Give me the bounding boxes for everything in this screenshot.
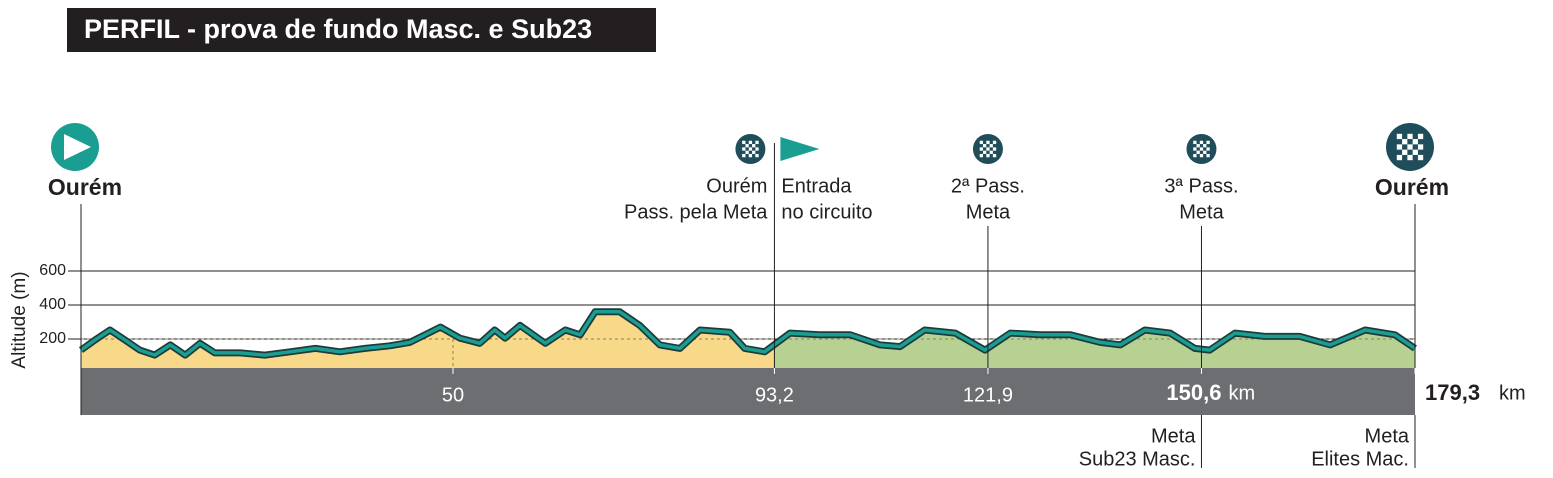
waypoint-label: no circuito xyxy=(781,201,872,223)
checker-square xyxy=(1402,149,1408,155)
waypoint-label: 2ª Pass. xyxy=(951,175,1025,197)
checker-square xyxy=(745,144,749,148)
checker-square xyxy=(1193,147,1197,151)
waypoint-label: Pass. pela Meta xyxy=(624,201,768,223)
checker-square xyxy=(1396,144,1403,150)
checker-square xyxy=(986,153,990,158)
finish-label: Meta xyxy=(1365,425,1410,447)
checker-square xyxy=(748,140,753,145)
y-tick-label: 200 xyxy=(39,330,66,347)
checker-square xyxy=(742,140,746,145)
checker-square xyxy=(989,150,993,154)
x-tick-label: 150,6 xyxy=(1166,380,1221,405)
checker-square xyxy=(1417,144,1424,150)
checker-square xyxy=(1396,154,1403,161)
checker-square xyxy=(1417,133,1424,140)
checker-square xyxy=(1407,144,1413,150)
x-unit: km xyxy=(1499,382,1526,404)
checker-square xyxy=(1199,140,1204,145)
checker-square xyxy=(755,140,759,145)
y-tick-label: 600 xyxy=(39,262,66,279)
checker-square xyxy=(1203,150,1207,154)
waypoint-label: Ourém xyxy=(706,175,767,197)
start-arrow xyxy=(64,134,91,160)
checker-square xyxy=(989,144,993,148)
checker-square xyxy=(982,144,987,148)
checker-square xyxy=(1407,154,1413,161)
title-background xyxy=(67,8,656,52)
checker-square xyxy=(1199,153,1204,158)
checker-square xyxy=(745,150,749,154)
checker-square xyxy=(748,147,753,151)
distance-band xyxy=(81,368,1415,415)
checker-square xyxy=(752,144,756,148)
checker-square xyxy=(979,147,983,151)
x-tick-label: 50 xyxy=(442,384,464,406)
checker-square xyxy=(1412,149,1418,155)
checker-square xyxy=(982,150,987,154)
checker-square xyxy=(742,153,746,158)
checker-square xyxy=(986,140,990,145)
checker-square xyxy=(1417,154,1424,161)
finish-label: Meta xyxy=(1151,425,1196,447)
chart-title: PERFIL - prova de fundo Masc. e Sub23 xyxy=(84,14,592,44)
checker-square xyxy=(1193,153,1197,158)
checker-square xyxy=(1196,150,1200,154)
checker-square xyxy=(1407,133,1413,140)
profile-line xyxy=(79,310,1416,357)
waypoint-label: 3ª Pass. xyxy=(1164,175,1238,197)
checker-square xyxy=(1206,147,1210,151)
checker-square xyxy=(752,150,756,154)
x-tick-label: 121,9 xyxy=(963,384,1013,406)
checker-square xyxy=(1203,144,1207,148)
area-fill xyxy=(81,311,775,368)
waypoint-label: Entrada xyxy=(781,175,852,197)
checker-square xyxy=(1396,133,1403,140)
finish-label: Sub23 Masc. xyxy=(1079,448,1196,470)
checker-square xyxy=(1402,139,1408,145)
y-axis-label: Altitude (m) xyxy=(9,271,30,368)
checker-square xyxy=(1206,140,1210,145)
checker-square xyxy=(986,147,990,151)
waypoint-label: Ourém xyxy=(48,174,122,200)
x-tick-label: 179,3 xyxy=(1425,380,1480,405)
checker-square xyxy=(748,153,753,158)
checker-square xyxy=(1206,153,1210,158)
y-tick-label: 400 xyxy=(39,296,66,313)
checker-square xyxy=(742,147,746,151)
waypoint-label: Meta xyxy=(966,201,1011,223)
waypoint-label: Ourém xyxy=(1375,174,1449,200)
checker-square xyxy=(992,140,997,145)
checker-square xyxy=(755,147,759,151)
checker-square xyxy=(992,147,997,151)
finish-label: Elites Mac. xyxy=(1311,448,1409,470)
checker-square xyxy=(979,140,983,145)
checker-square xyxy=(1193,140,1197,145)
checker-square xyxy=(992,153,997,158)
checker-square xyxy=(1196,144,1200,148)
flag-icon xyxy=(780,137,820,161)
x-tick-label: 93,2 xyxy=(755,384,794,406)
x-unit: km xyxy=(1228,382,1255,404)
checker-square xyxy=(755,153,759,158)
checker-square xyxy=(1412,139,1418,145)
checker-square xyxy=(979,153,983,158)
waypoint-label: Meta xyxy=(1179,201,1224,223)
checker-square xyxy=(1199,147,1204,151)
